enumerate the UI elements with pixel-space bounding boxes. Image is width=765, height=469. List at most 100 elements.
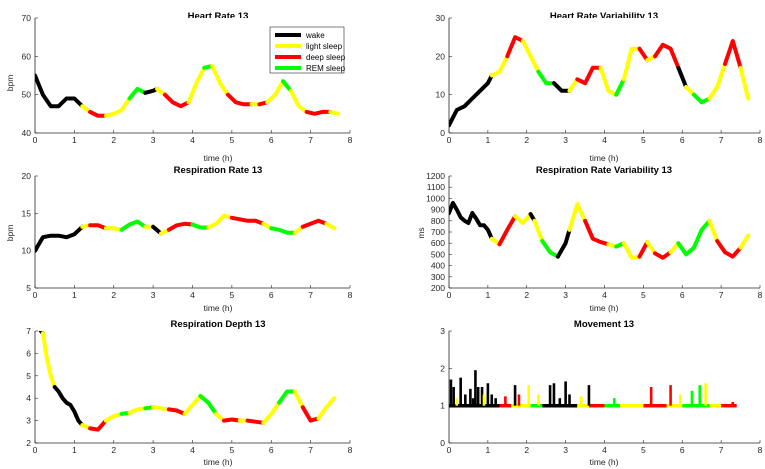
- series-segment-deep: [162, 92, 191, 109]
- panel-respiration-rate: Respiration Rate 13 time (h) bpm 0 1 2 3 4 5 6…: [5, 165, 353, 313]
- x-tick-label: 5: [230, 445, 235, 455]
- x-tick-label: 0: [33, 290, 38, 300]
- y-tick-label: 6: [26, 348, 31, 358]
- series-segment-light: [645, 240, 657, 256]
- x-tick-label: 8: [348, 445, 353, 455]
- x-tick-label: 0: [447, 135, 452, 145]
- series-segment-deep: [88, 109, 108, 118]
- y-tick-label: 300: [431, 272, 445, 282]
- series-segment-wake: [552, 81, 572, 93]
- x-tick-label: 1: [72, 290, 77, 300]
- x-axis-label: time (h): [590, 153, 619, 163]
- series-segment-light: [288, 88, 309, 114]
- x-tick-label: 8: [758, 445, 763, 455]
- x-axis-label: time (h): [590, 303, 619, 313]
- series-segment-deep: [225, 92, 254, 107]
- x-tick-label: 6: [269, 290, 274, 300]
- x-tick-label: 4: [602, 135, 607, 145]
- x-tick-label: 0: [33, 445, 38, 455]
- y-tick-label: 5: [26, 371, 31, 381]
- x-tick-label: 4: [602, 290, 607, 300]
- y-tick-label: 800: [431, 216, 445, 226]
- x-tick-label: 6: [269, 445, 274, 455]
- series-segment-light: [316, 396, 337, 421]
- x-tick-label: 2: [111, 445, 116, 455]
- series-segment-deep: [304, 109, 333, 116]
- series-group: [449, 35, 751, 128]
- series-segment-light: [707, 218, 720, 243]
- x-tick-label: 6: [680, 135, 685, 145]
- series-segment-rem: [277, 389, 297, 405]
- x-tick-label: 5: [641, 445, 646, 455]
- series-segment-rem: [676, 218, 712, 257]
- y-tick-label: 3: [440, 326, 445, 336]
- y-tick-label: 1200: [426, 171, 445, 181]
- x-tick-label: 7: [719, 135, 724, 145]
- series-segment-wake: [676, 65, 689, 89]
- y-tick-label: 30: [436, 13, 446, 23]
- panel-heart-rate-variability: Heart Rate Variability 13 time (h) 0 1 2 3 4…: [436, 11, 763, 163]
- x-tick-label: 1: [72, 135, 77, 145]
- series-segment-rem: [269, 226, 297, 235]
- x-tick-label: 7: [308, 445, 313, 455]
- y-tick-label: 0: [440, 438, 445, 448]
- panel-title: Heart Rate 13: [188, 11, 249, 22]
- y-tick-label: 2: [26, 438, 31, 448]
- x-tick-label: 3: [563, 135, 568, 145]
- series-segment-light: [328, 109, 341, 116]
- y-tick-label: 10: [22, 246, 32, 256]
- plot-area: [35, 331, 350, 443]
- series-segment-rem: [540, 239, 560, 259]
- series-segment-light: [103, 411, 124, 423]
- y-tick-label: 500: [431, 249, 445, 259]
- plot-area: [449, 331, 760, 443]
- x-tick-label: 6: [269, 135, 274, 145]
- y-axis-label: bpm: [5, 225, 15, 242]
- series-segment-deep: [300, 218, 329, 229]
- series-segment-light: [513, 212, 533, 225]
- x-tick-label: 6: [680, 290, 685, 300]
- series-segment-deep: [575, 65, 603, 86]
- series-segment-wake: [555, 227, 572, 259]
- legend-label-deep: deep sleep: [306, 53, 346, 62]
- y-tick-label: 2: [440, 363, 445, 373]
- series-segment-light: [265, 79, 286, 105]
- series-segment-light: [324, 221, 337, 231]
- series-segment-wake: [449, 73, 494, 128]
- x-tick-label: 4: [190, 135, 195, 145]
- x-tick-label: 6: [680, 445, 685, 455]
- series-segment-light: [489, 54, 510, 78]
- series-group: [38, 331, 337, 432]
- series-segment-wake: [449, 200, 494, 241]
- series-segment-deep: [505, 35, 525, 59]
- y-tick-label: 1000: [426, 193, 445, 203]
- series-segment-deep: [222, 417, 242, 423]
- panel-respiration-rate-variability: Respiration Rate Variability 13 time (h)…: [416, 165, 763, 313]
- series-segment-deep: [723, 39, 743, 70]
- series-segment-light: [532, 218, 545, 243]
- x-tick-label: 7: [308, 290, 313, 300]
- series-segment-deep: [637, 240, 650, 259]
- series-segment-deep: [583, 218, 611, 247]
- legend-label-wake: wake: [305, 31, 325, 40]
- series-segment-light: [567, 202, 588, 232]
- plot-area: [35, 176, 350, 288]
- y-tick-label: 200: [431, 283, 445, 293]
- series-segment-light: [40, 331, 57, 389]
- series-segment-deep: [715, 239, 743, 259]
- series-segment-deep: [88, 418, 108, 432]
- series-segment-light: [292, 389, 305, 410]
- y-tick-label: 600: [431, 238, 445, 248]
- series-segment-deep: [166, 407, 187, 416]
- series-segment-light: [127, 406, 148, 415]
- panel-title: Heart Rate Variability 13: [550, 11, 658, 22]
- series-segment-light: [598, 65, 619, 97]
- x-tick-label: 7: [719, 290, 724, 300]
- y-tick-label: 15: [22, 208, 32, 218]
- y-tick-label: 4: [26, 393, 31, 403]
- x-tick-label: 1: [486, 290, 491, 300]
- x-axis-label: time (h): [204, 457, 233, 467]
- series-segment-light: [738, 233, 751, 250]
- y-tick-label: 700: [431, 227, 445, 237]
- x-tick-label: 2: [524, 290, 529, 300]
